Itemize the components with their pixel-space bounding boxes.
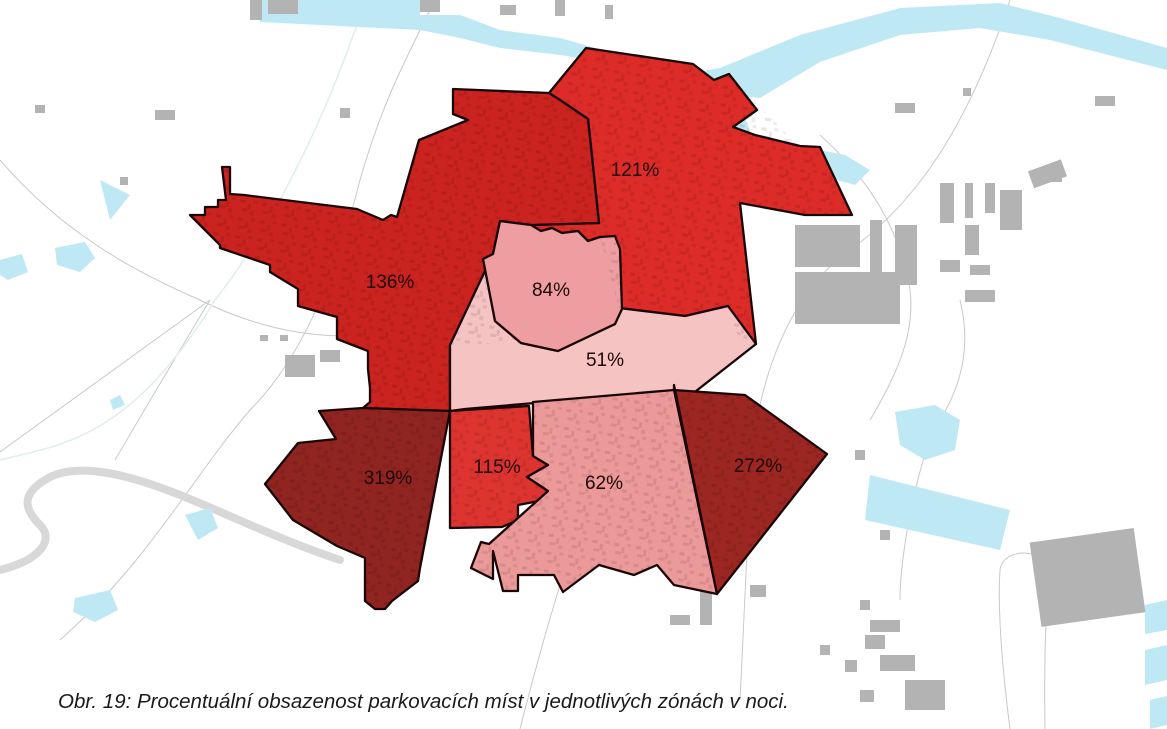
- svg-text:84%: 84%: [532, 280, 570, 301]
- svg-text:272%: 272%: [734, 456, 783, 477]
- svg-text:115%: 115%: [473, 457, 520, 478]
- svg-text:51%: 51%: [586, 350, 624, 371]
- svg-text:121%: 121%: [611, 160, 660, 181]
- svg-text:62%: 62%: [585, 473, 623, 494]
- svg-text:136%: 136%: [366, 272, 415, 293]
- svg-text:319%: 319%: [364, 468, 413, 489]
